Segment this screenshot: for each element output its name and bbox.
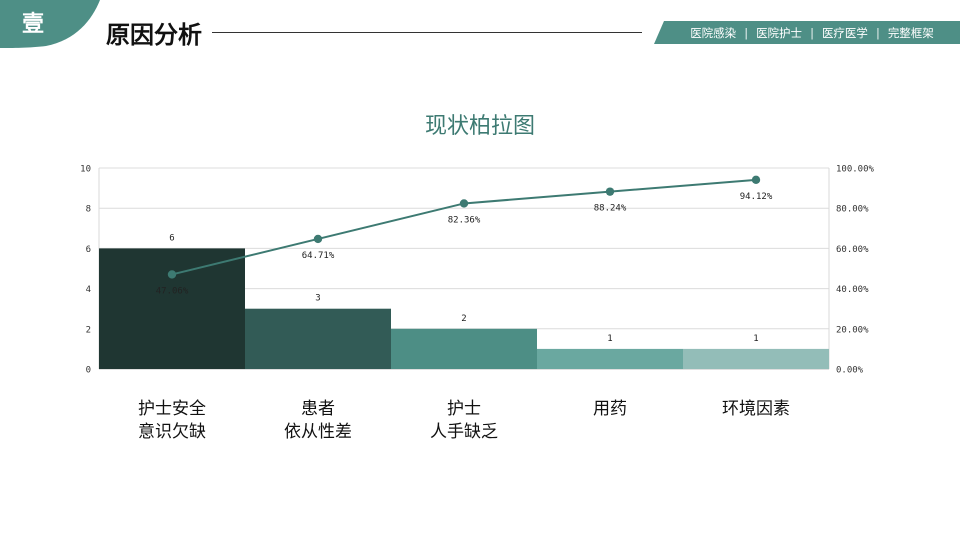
- tag-medical-science: 医疗医学: [821, 25, 868, 40]
- tag-hospital-infection: 医院感染: [690, 25, 737, 40]
- category-label: 护士安全 意识欠缺: [138, 399, 206, 442]
- section-number: 壹: [21, 12, 44, 37]
- tag-separator: |: [744, 25, 749, 40]
- y-tick-label: 6: [86, 245, 91, 255]
- y2-tick-label: 100.00%: [836, 165, 875, 175]
- y2-tick-label: 0.00%: [836, 366, 864, 376]
- bar-value-label: 2: [461, 314, 466, 324]
- cumulative-point: [313, 234, 323, 244]
- cumulative-point: [605, 187, 615, 196]
- bar: [683, 348, 829, 369]
- y2-tick-label: 80.00%: [836, 205, 869, 215]
- y-tick-label: 2: [86, 325, 91, 335]
- bar-value-label: 1: [753, 334, 758, 344]
- bar-value-label: 3: [315, 294, 320, 304]
- tag-hospital-nurse: 医院护士: [756, 25, 803, 40]
- tag-separator: |: [875, 25, 880, 40]
- y2-tick-label: 60.00%: [836, 245, 869, 255]
- tag-separator: |: [810, 25, 814, 40]
- bar-value-label: 1: [607, 334, 612, 344]
- chart-title: 现状柏拉图: [424, 114, 535, 139]
- y-tick-label: 4: [86, 285, 91, 295]
- topic-tag-bar: 医院感染 | 医院护士 | 医疗医学 | 完整框架: [654, 21, 960, 44]
- cumulative-value-label: 82.36%: [448, 215, 481, 225]
- cumulative-value-label: 94.12%: [740, 192, 773, 202]
- category-label: 用药: [593, 399, 627, 419]
- bar: [391, 328, 537, 369]
- bar: [245, 308, 391, 369]
- cumulative-line: [171, 178, 757, 276]
- cumulative-value-label: 88.24%: [594, 204, 627, 214]
- y2-tick-label: 20.00%: [836, 325, 869, 335]
- cumulative-point: [459, 199, 469, 208]
- category-label: 护士 人手缺乏: [430, 399, 498, 442]
- cumulative-value-label: 47.06%: [156, 286, 189, 296]
- y-tick-label: 8: [86, 205, 91, 215]
- title-divider: [212, 32, 642, 33]
- category-label: 患者 依从性差: [284, 399, 352, 442]
- tag-complete-framework: 完整框架: [887, 25, 934, 40]
- cumulative-value-label: 64.71%: [302, 251, 335, 261]
- cumulative-point: [751, 175, 761, 185]
- category-label: 环境因素: [722, 399, 790, 419]
- cumulative-point: [167, 270, 177, 279]
- corner-tab-shape: [0, 0, 100, 48]
- tag-bar-background: [654, 21, 960, 44]
- y2-tick-label: 40.00%: [836, 285, 869, 295]
- y-tick-label: 10: [80, 165, 91, 175]
- y-tick-label: 0: [86, 366, 91, 376]
- bar-value-label: 6: [169, 233, 174, 243]
- bar: [99, 248, 245, 369]
- bar: [537, 348, 683, 369]
- page-title: 原因分析: [106, 21, 202, 49]
